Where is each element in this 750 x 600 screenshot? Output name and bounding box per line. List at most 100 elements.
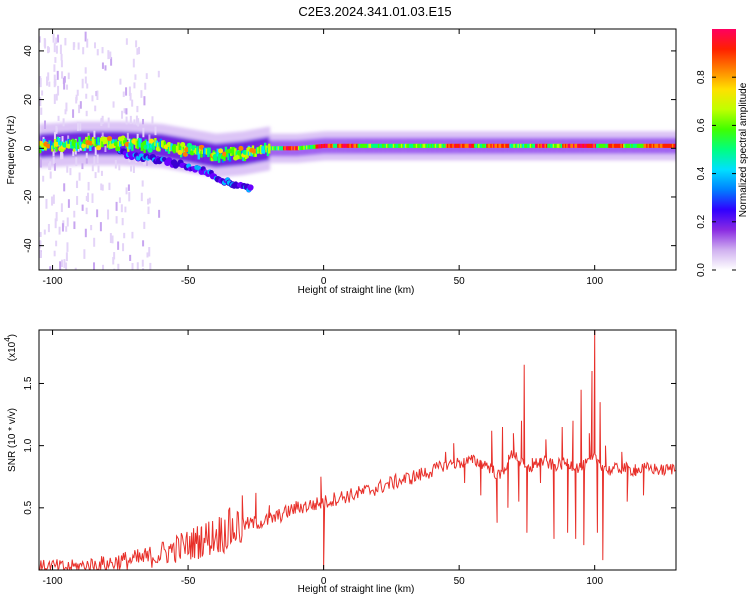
spectrogram-ridge-cell <box>407 143 411 148</box>
spectrogram-ridge-cell <box>194 147 198 155</box>
spectrogram-speckle <box>65 252 68 262</box>
spectrogram-speckle <box>52 151 55 157</box>
spectrogram-ridge-cell <box>263 142 267 150</box>
spectrogram-ridge-cell <box>49 141 53 149</box>
spectrogram-ridge-cell <box>507 143 511 148</box>
spectrogram-speckle <box>73 221 76 230</box>
spectrogram-ridge-cell <box>204 147 207 154</box>
spectrogram-ridge-cell <box>448 143 451 148</box>
spectrogram-ridge-cell <box>406 143 409 148</box>
snr-y-tick-label: 1.5 <box>23 376 34 390</box>
spectrogram-ridge-cell <box>251 148 257 154</box>
spectrogram-ridge-cell <box>411 143 415 148</box>
spectrogram-ridge-cell <box>483 143 486 148</box>
spectrogram-ridge-cell <box>423 143 427 148</box>
spectrogram-speckle <box>47 72 50 81</box>
spectrogram-panel: -100 -50 0 50 100 -40 -20 0 20 40 Height of stra… <box>6 28 677 296</box>
colorbar-tick-label: 0.8 <box>696 70 707 84</box>
spectrogram-speckle <box>43 120 46 130</box>
spectrogram-ridge-cell <box>269 146 272 151</box>
spectrogram-ridge-cell <box>516 143 519 148</box>
spectrogram-ridge-cell <box>181 144 184 153</box>
spectrogram-speckle <box>136 48 139 55</box>
spectrogram-ridge-cell <box>559 143 562 148</box>
snr-multiplier-exponent: 4 <box>3 337 12 342</box>
spectrogram-ridge-cell <box>627 143 630 148</box>
spectrogram-ridge-cell <box>665 143 668 148</box>
spectrogram-speckle <box>136 133 139 140</box>
spectrogram-ridge-cell <box>196 146 199 155</box>
spectrogram-ridge-cell <box>261 146 264 154</box>
spectrogram-speckle <box>57 85 60 96</box>
spectrogram-x-tick-label: 100 <box>586 276 603 287</box>
spectrogram-ridge-cell <box>585 143 588 148</box>
spectrogram-ridge-cell <box>360 143 363 148</box>
spectrogram-ridge-cell <box>605 143 608 148</box>
spectrogram-ridge-cell <box>662 143 665 148</box>
spectrogram-ridge-cell <box>487 143 491 148</box>
spectrogram-ridge-cell <box>352 143 355 148</box>
spectrogram-ridge-cell <box>502 143 505 148</box>
spectrogram-speckle <box>73 210 76 218</box>
spectrogram-speckle <box>55 212 58 222</box>
spectrogram-ridge-cell <box>636 143 640 148</box>
spectrogram-ridge-cell <box>674 143 676 148</box>
spectrogram-ridge-cell <box>330 143 333 148</box>
spectrogram-speckle <box>52 33 55 43</box>
spectrogram-ridge-cell <box>590 143 594 148</box>
spectrogram-ridge-cell <box>67 138 70 148</box>
spectrogram-ridge-cell <box>453 143 457 148</box>
spectrogram-ridge-cell <box>670 143 673 148</box>
spectrogram-ridge-cell <box>371 143 374 148</box>
spectrogram-speckle <box>53 131 56 139</box>
spectrogram-speckle <box>157 70 160 78</box>
spectrogram-ridge-cell <box>48 140 51 147</box>
spectrogram-ridge-cell <box>362 143 366 148</box>
spectrogram-speckle <box>101 115 104 125</box>
spectrogram-speckle <box>119 78 122 85</box>
spectrogram-ridge-cell <box>436 143 439 148</box>
spectrogram-ridge-cell <box>117 140 121 151</box>
spectrogram-ridge-cell <box>383 143 386 148</box>
spectrogram-ridge-cell <box>276 146 279 151</box>
spectrogram-speckle <box>131 263 134 270</box>
spectrogram-speckle <box>78 104 81 114</box>
spectrogram-ridge-cell <box>339 143 343 148</box>
spectrogram-speckle <box>108 182 111 191</box>
spectrogram-ridge-cell <box>661 143 664 148</box>
spectrogram-ridge-cell <box>358 143 362 148</box>
spectrogram-ridge-cell <box>524 143 527 148</box>
spectrogram-speckle <box>39 231 42 238</box>
spectrogram-speckle <box>136 262 139 270</box>
spectrogram-speckle <box>60 53 63 61</box>
spectrogram-ridge-cell <box>272 146 275 151</box>
spectrogram-ridge-cell <box>160 140 164 148</box>
spectrogram-speckle <box>127 184 130 191</box>
spectrogram-ridge-cell <box>296 146 299 151</box>
spectrogram-ridge-cell <box>175 145 179 153</box>
spectrogram-speckle <box>59 44 62 55</box>
spectrogram-ridge-cell <box>537 143 541 148</box>
spectrogram-speckle <box>136 105 139 113</box>
spectrogram-x-tick-label: 0 <box>321 276 327 287</box>
spectrogram-speckle <box>124 206 127 213</box>
spectrogram-ridge-cell <box>113 141 119 147</box>
spectrogram-ridge-cell <box>169 143 172 152</box>
spectrogram-ridge-cell <box>444 143 447 148</box>
spectrogram-ridge-cell <box>446 143 450 148</box>
spectrogram-speckle <box>87 181 90 191</box>
spectrogram-ridge-cell <box>199 144 205 150</box>
spectrogram-speckle <box>93 156 96 166</box>
spectrogram-y-tick-label: 40 <box>23 45 34 57</box>
spectrogram-ridge-cell <box>591 143 595 148</box>
spectrogram-speckle <box>61 71 64 79</box>
chart-title: C2E3.2024.341.01.03.E15 <box>298 4 451 19</box>
spectrogram-ridge-cell <box>292 146 295 151</box>
spectrogram-ridge-cell <box>596 143 599 148</box>
spectrogram-ridge-cell <box>232 146 236 155</box>
spectrogram-speckle <box>100 183 103 191</box>
spectrogram-ridge-cell <box>285 146 289 151</box>
spectrogram-ridge-cell <box>548 143 551 148</box>
spectrogram-ridge-cell <box>402 143 405 148</box>
spectrogram-ridge-cell <box>400 143 404 148</box>
